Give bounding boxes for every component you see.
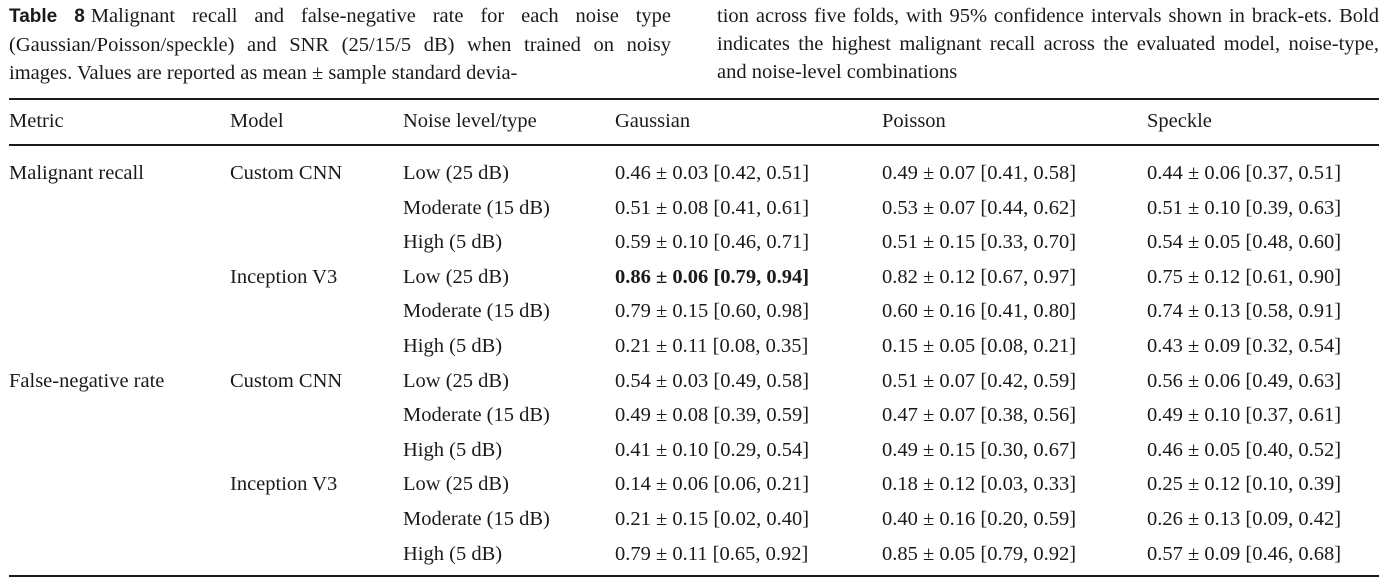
table-cell: 0.44 ± 0.06 [0.37, 0.51] <box>1147 162 1342 184</box>
table-label: Table 8 <box>9 6 85 27</box>
table-cell: 0.85 ± 0.05 [0.79, 0.92] <box>882 543 1077 565</box>
table-cell: 0.51 ± 0.08 [0.41, 0.61] <box>615 197 810 219</box>
table-cell: 0.25 ± 0.12 [0.10, 0.39] <box>1147 473 1342 495</box>
table-cell: 0.54 ± 0.05 [0.48, 0.60] <box>1147 231 1342 253</box>
table-cell: Custom CNN <box>230 370 343 392</box>
table-top-rule <box>9 98 1379 100</box>
table-cell: Moderate (15 dB) <box>403 300 550 322</box>
column-header: Noise level/type <box>403 110 537 132</box>
table-cell: Low (25 dB) <box>403 370 509 392</box>
table-cell: High (5 dB) <box>403 335 503 357</box>
table-cell: Inception V3 <box>230 473 338 495</box>
table-cell: High (5 dB) <box>403 543 503 565</box>
table-cell: 0.79 ± 0.11 [0.65, 0.92] <box>615 543 809 565</box>
table-cell: 0.75 ± 0.12 [0.61, 0.90] <box>1147 266 1342 288</box>
table-cell: Low (25 dB) <box>403 266 509 288</box>
table-cell: 0.51 ± 0.07 [0.42, 0.59] <box>882 370 1077 392</box>
caption-right-column: tion across five folds, with 95% confide… <box>717 2 1379 87</box>
table-cell: 0.49 ± 0.15 [0.30, 0.67] <box>882 439 1077 461</box>
table-cell: 0.51 ± 0.10 [0.39, 0.63] <box>1147 197 1342 219</box>
table-cell: 0.57 ± 0.09 [0.46, 0.68] <box>1147 543 1342 565</box>
table-cell: 0.60 ± 0.16 [0.41, 0.80] <box>882 300 1077 322</box>
table-cell: Low (25 dB) <box>403 473 509 495</box>
column-header: Gaussian <box>615 110 691 132</box>
table-cell: 0.51 ± 0.15 [0.33, 0.70] <box>882 231 1077 253</box>
table-cell: 0.47 ± 0.07 [0.38, 0.56] <box>882 404 1077 426</box>
table-cell: 0.21 ± 0.11 [0.08, 0.35] <box>615 335 809 357</box>
table-cell: 0.86 ± 0.06 [0.79, 0.94] <box>615 266 810 288</box>
table-cell: Low (25 dB) <box>403 162 509 184</box>
table-cell: Malignant recall <box>9 162 144 184</box>
table-cell: 0.21 ± 0.15 [0.02, 0.40] <box>615 508 810 530</box>
table-cell: Inception V3 <box>230 266 338 288</box>
table-cell: Moderate (15 dB) <box>403 508 550 530</box>
table-caption: Table 8 Malignant recall and false-negati… <box>9 2 1379 87</box>
table-cell: Moderate (15 dB) <box>403 197 550 219</box>
table-cell: Custom CNN <box>230 162 343 184</box>
table-cell: 0.79 ± 0.15 [0.60, 0.98] <box>615 300 810 322</box>
table-cell: 0.49 ± 0.08 [0.39, 0.59] <box>615 404 810 426</box>
column-header: Poisson <box>882 110 946 132</box>
table-cell: Moderate (15 dB) <box>403 404 550 426</box>
table-bottom-rule <box>9 575 1379 577</box>
table-cell: 0.40 ± 0.16 [0.20, 0.59] <box>882 508 1077 530</box>
table-cell: High (5 dB) <box>403 231 503 253</box>
table-cell: 0.18 ± 0.12 [0.03, 0.33] <box>882 473 1077 495</box>
table-cell: 0.56 ± 0.06 [0.49, 0.63] <box>1147 370 1342 392</box>
caption-text-left: Malignant recall and false-negative rate… <box>9 5 671 84</box>
table-cell: 0.54 ± 0.03 [0.49, 0.58] <box>615 370 810 392</box>
table-cell: 0.59 ± 0.10 [0.46, 0.71] <box>615 231 810 253</box>
table-cell: High (5 dB) <box>403 439 503 461</box>
column-header: Model <box>230 110 284 132</box>
table-cell: False-negative rate <box>9 370 165 392</box>
table-cell: 0.53 ± 0.07 [0.44, 0.62] <box>882 197 1077 219</box>
table-cell: 0.41 ± 0.10 [0.29, 0.54] <box>615 439 810 461</box>
table-cell: 0.49 ± 0.10 [0.37, 0.61] <box>1147 404 1342 426</box>
table-cell: 0.46 ± 0.05 [0.40, 0.52] <box>1147 439 1342 461</box>
table-header-rule <box>9 144 1379 146</box>
table-cell: 0.14 ± 0.06 [0.06, 0.21] <box>615 473 810 495</box>
table-cell: 0.15 ± 0.05 [0.08, 0.21] <box>882 335 1077 357</box>
column-header: Metric <box>9 110 64 132</box>
table-cell: 0.82 ± 0.12 [0.67, 0.97] <box>882 266 1077 288</box>
caption-left-column: Table 8 Malignant recall and false-negati… <box>9 2 671 87</box>
caption-text-right: tion across five folds, with 95% confide… <box>717 5 1379 83</box>
table-cell: 0.49 ± 0.07 [0.41, 0.58] <box>882 162 1077 184</box>
table-cell: 0.74 ± 0.13 [0.58, 0.91] <box>1147 300 1342 322</box>
table-cell: 0.43 ± 0.09 [0.32, 0.54] <box>1147 335 1342 357</box>
column-header: Speckle <box>1147 110 1212 132</box>
table-cell: 0.26 ± 0.13 [0.09, 0.42] <box>1147 508 1342 530</box>
table-cell: 0.46 ± 0.03 [0.42, 0.51] <box>615 162 810 184</box>
